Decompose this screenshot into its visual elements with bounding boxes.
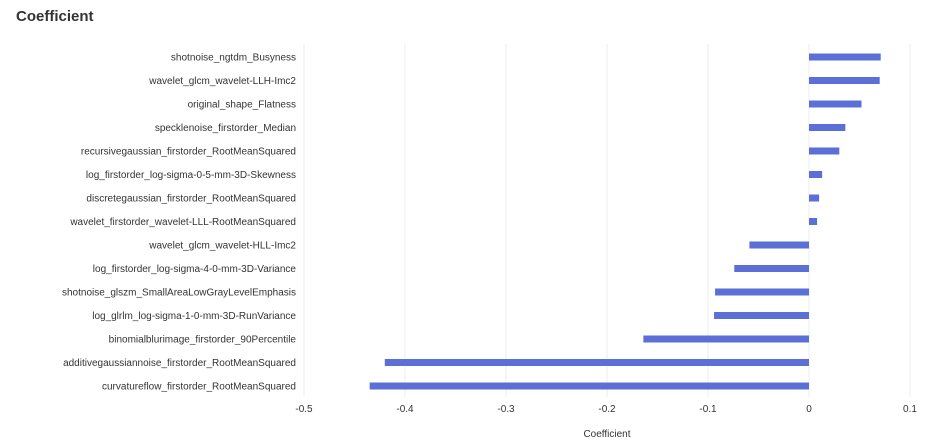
- bar: [809, 194, 820, 202]
- x-tick-label: -0.2: [598, 404, 616, 415]
- category-label: additivegaussiannoise_firstorder_RootMea…: [63, 358, 296, 369]
- category-label: discretegaussian_firstorder_RootMeanSqua…: [86, 194, 296, 205]
- bar: [714, 312, 809, 319]
- bar: [809, 124, 846, 131]
- chart-title: Coefficient: [16, 8, 94, 25]
- bar: [809, 147, 840, 155]
- x-tick-label: -0.5: [295, 404, 313, 415]
- bar: [809, 77, 880, 84]
- category-label: log_firstorder_log-sigma-0-5-mm-3D-Skewn…: [86, 170, 296, 181]
- category-labels: shotnoise_ngtdm_Busyness wavelet_glcm_wav…: [62, 53, 296, 393]
- bar: [734, 265, 809, 272]
- category-label: wavelet_firstorder_wavelet-LLL-RootMeanS…: [69, 217, 296, 228]
- x-tick-label: 0: [806, 404, 812, 415]
- grid-lines: [303, 44, 911, 397]
- bars: [369, 53, 881, 390]
- bar: [369, 382, 809, 390]
- category-label: original_shape_Flatness: [188, 100, 296, 111]
- category-label: recursivegaussian_firstorder_RootMeanSqu…: [81, 147, 296, 158]
- category-label: wavelet_glcm_wavelet-HLL-Imc2: [148, 241, 296, 252]
- category-label: log_glrlm_log-sigma-1-0-mm-3D-RunVarianc…: [92, 311, 296, 322]
- category-label: binomialblurimage_firstorder_90Percentil…: [109, 335, 297, 346]
- category-label: shotnoise_glszm_SmallAreaLowGrayLevelEmp…: [62, 288, 296, 299]
- category-label: log_firstorder_log-sigma-4-0-mm-3D-Varia…: [93, 264, 297, 275]
- bar: [809, 100, 862, 108]
- bar: [643, 335, 809, 343]
- x-tick-label: -0.1: [699, 404, 717, 415]
- bar: [809, 171, 823, 178]
- bar: [809, 53, 881, 61]
- bar: [384, 359, 809, 366]
- category-label: curvatureflow_firstorder_RootMeanSquared: [102, 382, 296, 393]
- bar: [809, 218, 818, 225]
- x-tick-label: 0.1: [903, 404, 917, 415]
- x-tick-labels: -0.5 -0.4 -0.3 -0.2 -0.1 0 0.1: [295, 404, 917, 415]
- category-label: shotnoise_ngtdm_Busyness: [171, 53, 296, 64]
- bar: [715, 288, 809, 296]
- category-label: wavelet_glcm_wavelet-LLH-Imc2: [148, 76, 296, 87]
- x-tick-label: -0.4: [396, 404, 414, 415]
- bar: [749, 241, 809, 249]
- x-tick-label: -0.3: [497, 404, 515, 415]
- x-axis-title: Coefficient: [583, 429, 630, 440]
- category-label: specklenoise_firstorder_Median: [155, 123, 296, 134]
